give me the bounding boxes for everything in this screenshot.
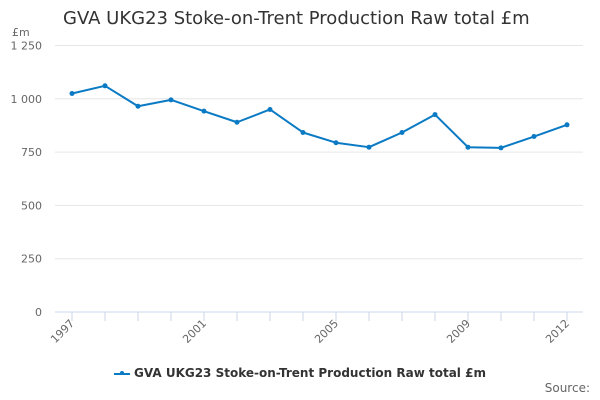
x-tick-label: 2001 bbox=[180, 317, 209, 346]
data-point bbox=[366, 144, 372, 150]
data-point bbox=[168, 97, 174, 103]
data-point bbox=[399, 129, 405, 135]
data-point bbox=[201, 108, 207, 114]
x-tick-label: 1997 bbox=[48, 317, 77, 346]
data-point bbox=[267, 106, 273, 112]
y-tick-label: 500 bbox=[21, 199, 42, 212]
data-point bbox=[531, 134, 537, 140]
data-point bbox=[333, 140, 339, 146]
data-point bbox=[300, 129, 306, 135]
data-point bbox=[135, 103, 141, 109]
data-point bbox=[234, 119, 240, 125]
legend-swatch-icon bbox=[114, 370, 131, 375]
series-line bbox=[71, 84, 568, 149]
data-point bbox=[498, 145, 504, 151]
y-tick-label: 0 bbox=[35, 306, 42, 319]
y-axis-label: £m bbox=[12, 26, 30, 39]
y-tick-label: 1 000 bbox=[11, 93, 43, 106]
y-tick-label: 250 bbox=[21, 253, 42, 266]
x-tick-label: 2009 bbox=[444, 317, 473, 346]
x-tick-label: 2012 bbox=[543, 317, 572, 346]
y-tick-label: 750 bbox=[21, 146, 42, 159]
source-label: Source: bbox=[544, 381, 590, 395]
y-tick-label: 1 250 bbox=[11, 40, 43, 53]
x-tick-label: 2005 bbox=[312, 317, 341, 346]
legend-item[interactable]: GVA UKG23 Stoke-on-Trent Production Raw … bbox=[0, 366, 600, 380]
legend-label: GVA UKG23 Stoke-on-Trent Production Raw … bbox=[134, 366, 486, 380]
data-point bbox=[564, 122, 570, 128]
data-point bbox=[432, 112, 438, 118]
chart-title: GVA UKG23 Stoke-on-Trent Production Raw … bbox=[63, 8, 530, 29]
data-point bbox=[102, 83, 108, 89]
data-point bbox=[69, 90, 75, 96]
data-point bbox=[465, 144, 471, 150]
